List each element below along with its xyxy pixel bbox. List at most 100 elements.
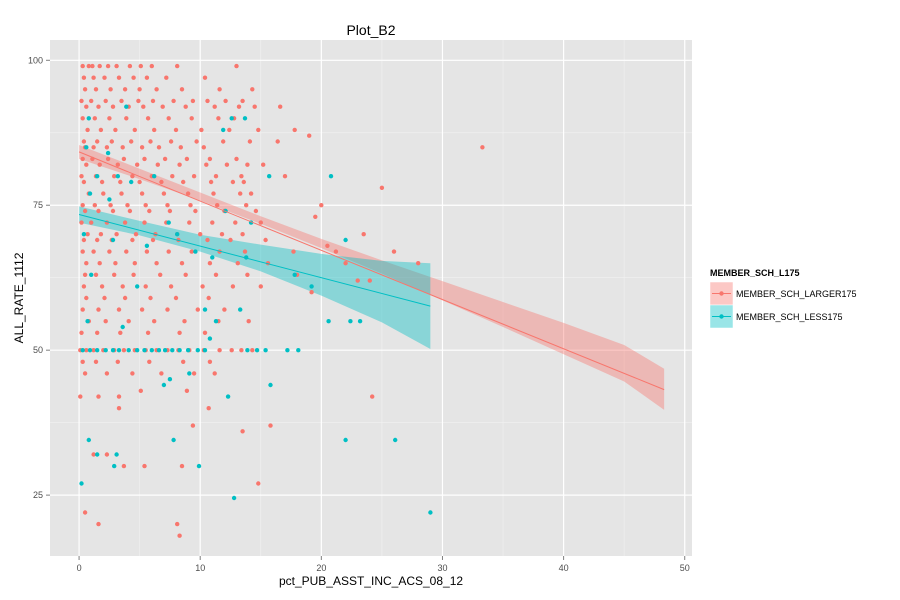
data-point bbox=[91, 249, 96, 254]
data-point bbox=[122, 220, 128, 225]
data-point bbox=[245, 272, 250, 277]
data-point bbox=[115, 174, 121, 179]
data-point bbox=[108, 87, 113, 92]
data-point bbox=[185, 191, 191, 196]
data-point bbox=[89, 272, 94, 277]
data-point bbox=[189, 116, 194, 121]
data-point bbox=[202, 330, 208, 335]
x-tick-label: 40 bbox=[559, 563, 569, 573]
data-point bbox=[367, 278, 372, 283]
data-point bbox=[114, 63, 119, 69]
legend-title: MEMBER_SCH_L175 bbox=[710, 268, 800, 278]
data-point bbox=[85, 319, 90, 324]
x-axis-ticks: 0 10 20 30 40 50 bbox=[77, 556, 690, 573]
data-point bbox=[166, 116, 171, 121]
data-point bbox=[130, 174, 135, 179]
data-point bbox=[204, 162, 209, 167]
data-point bbox=[93, 87, 99, 92]
data-point bbox=[222, 307, 227, 312]
data-point bbox=[119, 98, 124, 104]
data-point bbox=[84, 104, 89, 109]
data-point bbox=[93, 359, 99, 364]
data-point bbox=[187, 220, 192, 225]
data-point bbox=[92, 116, 98, 121]
data-point bbox=[179, 87, 185, 92]
data-point bbox=[130, 371, 135, 376]
data-point bbox=[185, 348, 191, 353]
data-point bbox=[95, 348, 100, 353]
data-point bbox=[326, 319, 331, 324]
data-point bbox=[181, 359, 186, 364]
data-point bbox=[156, 145, 162, 150]
data-point bbox=[92, 203, 98, 208]
data-point bbox=[90, 63, 95, 69]
data-point bbox=[84, 348, 89, 353]
data-point bbox=[173, 127, 179, 133]
data-point bbox=[187, 371, 192, 376]
data-point bbox=[328, 174, 334, 179]
x-axis-label: pct_PUB_ASST_INC_ACS_08_12 bbox=[279, 574, 463, 588]
data-point bbox=[107, 116, 112, 121]
data-point bbox=[96, 521, 101, 527]
data-point bbox=[313, 214, 318, 219]
data-point bbox=[104, 145, 110, 150]
data-point bbox=[221, 139, 226, 144]
data-point bbox=[139, 307, 145, 312]
data-point bbox=[112, 174, 117, 179]
data-point bbox=[149, 63, 154, 69]
data-point bbox=[196, 463, 202, 469]
data-point bbox=[97, 261, 102, 266]
data-point bbox=[223, 98, 228, 104]
data-point bbox=[133, 232, 139, 237]
y-tick-label: 50 bbox=[33, 345, 43, 355]
data-point bbox=[202, 348, 208, 353]
data-point bbox=[238, 307, 243, 312]
data-point bbox=[147, 359, 152, 364]
data-point bbox=[207, 336, 213, 341]
data-point bbox=[135, 348, 140, 353]
data-point bbox=[138, 63, 143, 69]
data-point bbox=[115, 359, 121, 364]
data-point bbox=[95, 237, 100, 243]
data-point bbox=[173, 295, 179, 301]
data-point bbox=[86, 63, 92, 69]
data-point bbox=[80, 249, 85, 254]
data-point bbox=[89, 98, 94, 104]
data-point bbox=[189, 249, 194, 254]
data-point bbox=[79, 98, 84, 104]
data-point bbox=[103, 319, 108, 324]
data-point bbox=[370, 394, 375, 399]
data-point bbox=[268, 382, 273, 388]
data-point bbox=[235, 261, 240, 266]
data-point bbox=[261, 162, 266, 167]
data-point bbox=[213, 174, 219, 179]
data-point bbox=[162, 156, 168, 162]
data-point bbox=[78, 394, 83, 399]
confidence-bands bbox=[79, 144, 665, 410]
data-point bbox=[82, 272, 88, 277]
data-point bbox=[113, 261, 118, 266]
data-point bbox=[95, 139, 100, 144]
data-point bbox=[250, 87, 255, 92]
data-point bbox=[129, 179, 134, 185]
data-point bbox=[241, 179, 246, 185]
data-point bbox=[167, 208, 173, 214]
data-point bbox=[87, 191, 93, 196]
data-point bbox=[217, 348, 222, 353]
data-point bbox=[205, 98, 210, 104]
data-point bbox=[154, 87, 159, 92]
data-point bbox=[248, 191, 254, 196]
data-point bbox=[138, 388, 143, 393]
data-point bbox=[80, 116, 85, 121]
data-point bbox=[98, 232, 104, 237]
data-point bbox=[118, 330, 123, 335]
data-point bbox=[175, 63, 180, 69]
data-point bbox=[178, 145, 183, 150]
data-point bbox=[114, 232, 119, 237]
data-point bbox=[282, 174, 288, 179]
data-point bbox=[156, 348, 162, 353]
data-point bbox=[170, 348, 175, 353]
data-point bbox=[258, 284, 263, 289]
data-point bbox=[194, 139, 199, 144]
data-point bbox=[114, 452, 119, 457]
